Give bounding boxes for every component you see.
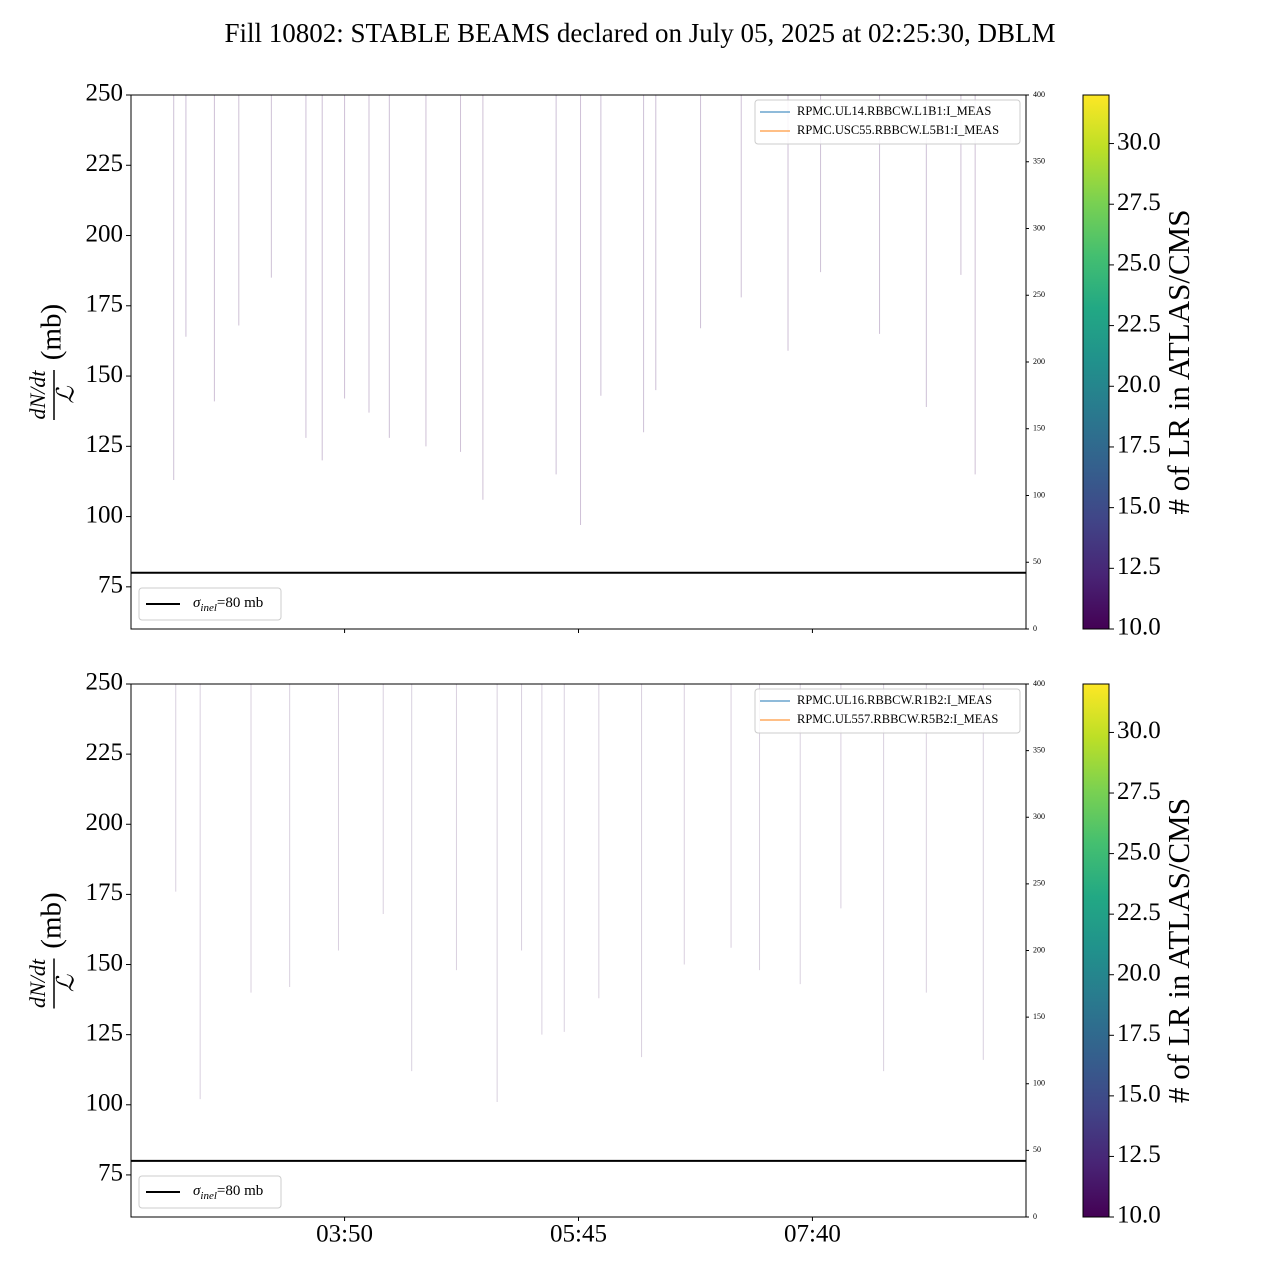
colorbar-tick-label: 22.5 bbox=[1117, 899, 1161, 926]
y-tick-label: 225 bbox=[86, 150, 124, 177]
y-tick-label: 75 bbox=[98, 1160, 123, 1187]
colorbar-tick-label: 27.5 bbox=[1117, 189, 1161, 216]
y-tick-label: 100 bbox=[86, 501, 124, 528]
legend-symbol: σ bbox=[193, 595, 201, 611]
colorbar-tick-label: 25.0 bbox=[1117, 838, 1161, 865]
x-tick-label: 05:45 bbox=[550, 1221, 607, 1248]
colorbar-tick-label: 15.0 bbox=[1117, 1081, 1161, 1108]
y-label-unit: (mb) bbox=[36, 892, 68, 948]
legend-subscript: inel bbox=[200, 1190, 217, 1202]
y2-tick-label: 100 bbox=[1033, 1079, 1045, 1088]
legend-label: RPMC.UL557.RBBCW.R5B2:I_MEAS bbox=[797, 712, 998, 726]
y-label-unit: (mb) bbox=[36, 304, 68, 360]
colorbar-tick-label: 10.0 bbox=[1117, 1202, 1161, 1229]
y2-tick-label: 200 bbox=[1033, 945, 1045, 954]
y2-tick-label: 200 bbox=[1033, 357, 1045, 366]
y2-tick-label: 300 bbox=[1033, 223, 1045, 232]
chart-title: Fill 10802: STABLE BEAMS declared on Jul… bbox=[224, 18, 1055, 48]
y2-tick-label: 400 bbox=[1033, 90, 1045, 99]
y-tick-label: 200 bbox=[86, 809, 124, 836]
legend-box bbox=[138, 587, 282, 621]
y-tick-label: 225 bbox=[86, 739, 124, 766]
y-tick-label: 175 bbox=[86, 879, 124, 906]
y-label-denominator: ℒ bbox=[54, 974, 80, 992]
y-tick-label: 150 bbox=[86, 949, 124, 976]
legend-box bbox=[754, 688, 1021, 734]
colorbar-tick-label: 17.5 bbox=[1117, 1020, 1161, 1047]
legend-label: σinel=80 mb bbox=[193, 595, 263, 613]
legend-label: σinel=80 mb bbox=[193, 1183, 263, 1201]
y2-tick-label: 250 bbox=[1033, 290, 1045, 299]
y-tick-label: 200 bbox=[86, 220, 124, 247]
axes-frame bbox=[130, 94, 1027, 630]
axes-frame bbox=[130, 683, 1027, 1218]
colorbar-tick-label: 12.5 bbox=[1117, 553, 1161, 580]
y2-tick-label: 50 bbox=[1033, 557, 1041, 566]
x-tick-label: 07:40 bbox=[784, 1221, 841, 1248]
legend-text: =80 mb bbox=[217, 1183, 263, 1199]
y2-tick-label: 0 bbox=[1033, 1212, 1037, 1221]
legend-label: RPMC.UL16.RBBCW.R1B2:I_MEAS bbox=[797, 693, 992, 707]
colorbar-tick-label: 20.0 bbox=[1117, 959, 1161, 986]
y2-tick-label: 250 bbox=[1033, 879, 1045, 888]
y2-tick-label: 150 bbox=[1033, 1012, 1045, 1021]
y2-tick-label: 0 bbox=[1033, 624, 1037, 633]
y-label-numerator: dN/dt bbox=[25, 958, 50, 1008]
y-axis-label: dN/dt ℒ (mb) bbox=[25, 892, 80, 1009]
legend-text: =80 mb bbox=[217, 595, 263, 611]
colorbar-label: # of LR in ATLAS/CMS bbox=[1161, 210, 1196, 515]
y-axis-label: dN/dt ℒ (mb) bbox=[25, 304, 80, 420]
legend-label: RPMC.USC55.RBBCW.L5B1:I_MEAS bbox=[797, 123, 999, 137]
colorbar-tick-label: 20.0 bbox=[1117, 371, 1161, 398]
colorbar-tick-label: 17.5 bbox=[1117, 432, 1161, 459]
y-tick-label: 100 bbox=[86, 1090, 124, 1117]
x-tick-label: 03:50 bbox=[316, 1221, 373, 1248]
y2-tick-label: 50 bbox=[1033, 1145, 1041, 1154]
y2-tick-label: 150 bbox=[1033, 424, 1045, 433]
y-label-denominator: ℒ bbox=[54, 386, 80, 404]
colorbar-tick-label: 30.0 bbox=[1117, 128, 1161, 155]
y-tick-label: 125 bbox=[86, 1019, 124, 1046]
legend-subscript: inel bbox=[200, 602, 217, 614]
y-tick-label: 250 bbox=[86, 80, 124, 107]
y-label-numerator: dN/dt bbox=[25, 370, 50, 420]
colorbar-tick-label: 12.5 bbox=[1117, 1141, 1161, 1168]
legend-box bbox=[138, 1175, 282, 1209]
colorbar-tick-label: 30.0 bbox=[1117, 717, 1161, 744]
y2-tick-label: 350 bbox=[1033, 157, 1045, 166]
y2-tick-label: 350 bbox=[1033, 745, 1045, 754]
colorbar bbox=[1082, 683, 1110, 1218]
y2-tick-label: 100 bbox=[1033, 490, 1045, 499]
legend-symbol: σ bbox=[193, 1183, 201, 1199]
y-tick-label: 250 bbox=[86, 669, 124, 696]
colorbar-tick-label: 25.0 bbox=[1117, 250, 1161, 277]
colorbar bbox=[1082, 94, 1110, 630]
colorbar-tick-label: 27.5 bbox=[1117, 778, 1161, 805]
y2-tick-label: 300 bbox=[1033, 812, 1045, 821]
colorbar-label: # of LR in ATLAS/CMS bbox=[1161, 798, 1196, 1103]
legend-box bbox=[754, 99, 1021, 145]
y-tick-label: 125 bbox=[86, 431, 124, 458]
colorbar-tick-label: 22.5 bbox=[1117, 310, 1161, 337]
y-tick-label: 175 bbox=[86, 291, 124, 318]
colorbar-tick-label: 15.0 bbox=[1117, 492, 1161, 519]
y-tick-label: 75 bbox=[98, 572, 123, 599]
legend-label: RPMC.UL14.RBBCW.L1B1:I_MEAS bbox=[797, 104, 991, 118]
y-tick-label: 150 bbox=[86, 361, 124, 388]
colorbar-tick-label: 10.0 bbox=[1117, 614, 1161, 641]
y2-tick-label: 400 bbox=[1033, 679, 1045, 688]
